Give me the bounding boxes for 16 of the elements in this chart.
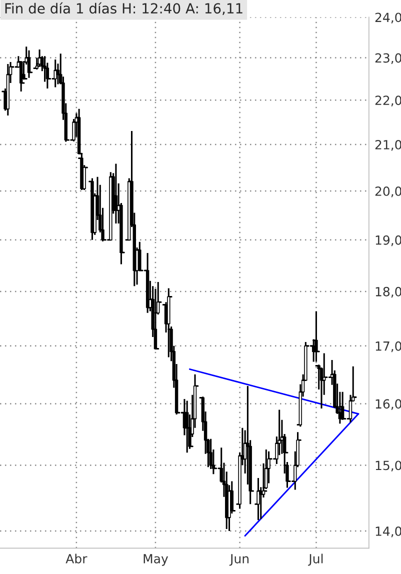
y-tick-label: 19,0 xyxy=(376,235,401,246)
y-tick-label: 17,0 xyxy=(376,341,401,352)
y-tick-label: 20,0 xyxy=(375,186,401,198)
y-tick-label: 15,0 xyxy=(376,460,401,472)
y-tick-label: 14,0 xyxy=(376,526,401,538)
y-tick-label: 21,0 xyxy=(375,140,401,151)
y-tick-label: 16,0 xyxy=(376,399,401,410)
y-tick-label: 24,0 xyxy=(375,12,401,24)
x-tick-label: Jun xyxy=(229,554,249,566)
y-tick-label: 23,0 xyxy=(375,53,401,64)
x-tick-label: May xyxy=(144,554,168,566)
y-tick-label: 18,0 xyxy=(376,286,401,298)
x-tick-label: Jul xyxy=(308,554,323,566)
x-tick-label: Abr xyxy=(66,554,88,564)
y-tick-label: 22,0 xyxy=(375,96,401,106)
chart-title: Fin de día 1 días H: 12:40 A: 16,11 xyxy=(5,2,242,16)
